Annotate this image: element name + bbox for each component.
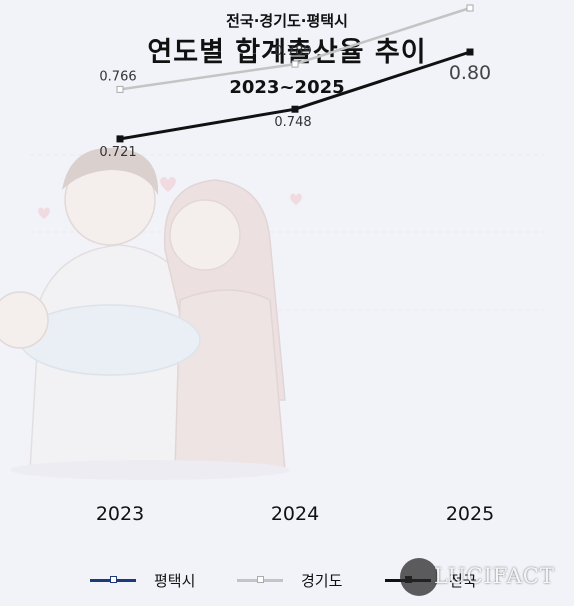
legend-label-gyeonggi: 경기도	[301, 571, 343, 590]
data-label-national-2023: 0.721	[99, 145, 136, 160]
data-label-national-2025: 0.80	[449, 62, 491, 84]
data-point-gyeonggi-2024	[291, 60, 299, 68]
data-label-gyeonggi-2024: 0.789	[274, 44, 311, 59]
x-tick-label-2024: 2024	[271, 503, 319, 525]
data-label-national-2024: 0.748	[274, 115, 311, 130]
legend-swatch-pyeongtaek	[90, 575, 136, 583]
data-point-gyeonggi-2023	[116, 85, 124, 93]
chart-title: 연도별 합계출산율 추이	[147, 37, 427, 68]
x-tick-label-2023: 2023	[96, 503, 144, 525]
data-label-gyeonggi-2023: 0.766	[99, 69, 136, 84]
x-tick-label-2025: 2025	[446, 503, 494, 525]
data-point-national-2024	[291, 105, 299, 113]
chart-period: 2023~2025	[229, 77, 345, 98]
brand-logo: LUCIFACT	[400, 556, 570, 600]
legend-item-pyeongtaek: 평택시	[90, 565, 195, 595]
brand-emblem-icon	[400, 558, 438, 596]
legend-label-pyeongtaek: 평택시	[154, 571, 196, 590]
legend-label-national: 전국	[449, 571, 477, 590]
data-point-national-2025	[466, 48, 474, 56]
chart-subtitle: 전국·경기도·평택시	[226, 12, 348, 30]
data-label-gyeonggi-2025: 0.84	[449, 0, 491, 4]
data-point-gyeonggi-2025	[466, 4, 474, 12]
legend-item-gyeonggi: 경기도	[237, 565, 342, 595]
legend-swatch-gyeonggi	[237, 575, 283, 583]
data-point-national-2023	[116, 135, 124, 143]
brand-name: LUCIFACT	[434, 564, 555, 588]
family-illustration	[0, 147, 544, 480]
